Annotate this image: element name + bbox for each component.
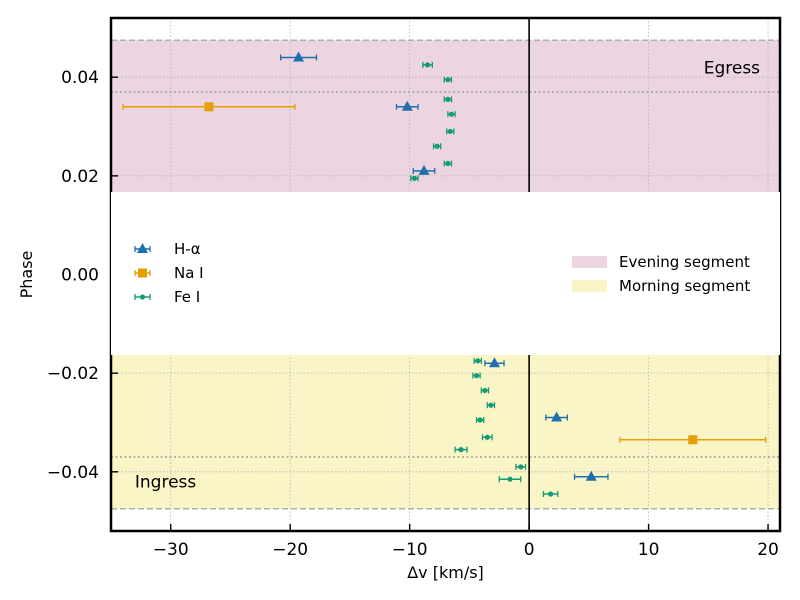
legend-item: Na I bbox=[134, 264, 204, 282]
data-point bbox=[432, 143, 442, 150]
marker-triangle bbox=[488, 357, 500, 368]
marker-circle bbox=[507, 476, 513, 482]
data-point bbox=[498, 476, 522, 483]
legend-item: H-α bbox=[134, 240, 201, 258]
data-point bbox=[446, 128, 455, 135]
legend-label: Na I bbox=[174, 264, 204, 282]
data-point bbox=[422, 61, 434, 68]
legend-marker-square bbox=[138, 268, 147, 278]
data-point bbox=[484, 357, 505, 368]
data-point bbox=[412, 164, 436, 175]
marker-circle bbox=[477, 417, 483, 423]
annotations: Egress Ingress bbox=[135, 58, 760, 492]
annotation-egress: Egress bbox=[704, 58, 760, 78]
data-point bbox=[475, 417, 485, 424]
data-point bbox=[443, 160, 453, 167]
legend-swatch bbox=[572, 280, 607, 292]
data-point bbox=[619, 435, 767, 445]
legend-item: Fe I bbox=[134, 288, 200, 306]
data-series bbox=[122, 51, 767, 498]
legend-label: Morning segment bbox=[619, 277, 750, 295]
marker-circle bbox=[448, 111, 455, 117]
marker-triangle bbox=[401, 100, 413, 111]
marker-circle bbox=[518, 464, 524, 470]
axis-ticks: −30 −20 −10 0 10 20 −0.04 −0.02 0.00 0.02 0.04 bbox=[47, 68, 779, 560]
y-tick-label: −0.04 bbox=[47, 463, 99, 483]
data-point bbox=[122, 102, 296, 112]
marker-triangle bbox=[293, 51, 305, 62]
data-point bbox=[443, 76, 453, 83]
data-point bbox=[454, 446, 468, 453]
y-tick-label: 0.02 bbox=[61, 167, 99, 187]
legend-label: Evening segment bbox=[619, 253, 750, 271]
marker-circle bbox=[473, 373, 480, 379]
marker-square bbox=[688, 435, 698, 445]
data-point bbox=[447, 111, 456, 118]
annotation-ingress: Ingress bbox=[135, 473, 197, 493]
legend-swatch bbox=[572, 256, 607, 268]
y-tick-label: 0.04 bbox=[61, 68, 99, 88]
legend-marker-circle bbox=[139, 294, 146, 300]
marker-circle bbox=[445, 96, 451, 102]
data-point bbox=[395, 100, 419, 111]
y-tick-label: 0.00 bbox=[61, 266, 99, 286]
y-tick-label: −0.02 bbox=[47, 364, 99, 384]
data-point bbox=[515, 463, 527, 470]
marker-circle bbox=[424, 62, 431, 68]
data-point bbox=[542, 491, 559, 498]
series-fe-i bbox=[410, 61, 559, 498]
legend-item: Morning segment bbox=[572, 277, 750, 295]
marker-circle bbox=[458, 447, 464, 453]
data-point bbox=[472, 372, 481, 379]
marker-circle bbox=[482, 387, 488, 394]
legend-label: Fe I bbox=[174, 288, 200, 306]
marker-triangle bbox=[418, 164, 430, 175]
x-tick-label: −10 bbox=[392, 540, 428, 560]
data-point bbox=[573, 470, 609, 481]
x-tick-label: 0 bbox=[524, 540, 535, 560]
data-point bbox=[481, 434, 493, 441]
x-tick-label: 10 bbox=[638, 540, 660, 560]
series-h- bbox=[279, 51, 609, 481]
marker-circle bbox=[488, 402, 494, 408]
marker-triangle bbox=[585, 470, 597, 481]
series-na-i bbox=[122, 102, 767, 445]
y-axis-label: Phase bbox=[17, 251, 36, 299]
marker-circle bbox=[475, 358, 481, 364]
data-point bbox=[279, 51, 318, 62]
x-tick-label: −20 bbox=[272, 540, 308, 560]
legend-item: Evening segment bbox=[572, 253, 750, 271]
x-tick-label: −30 bbox=[153, 540, 189, 560]
data-point bbox=[443, 96, 453, 103]
marker-circle bbox=[484, 434, 490, 440]
legend-marker-triangle bbox=[137, 243, 148, 253]
legend: H-α Na I Fe I Evening segment Morning segmen… bbox=[111, 192, 780, 355]
data-point bbox=[410, 175, 419, 182]
x-axis-label: Δv [km/s] bbox=[407, 563, 484, 582]
data-point bbox=[486, 402, 496, 409]
marker-triangle bbox=[551, 411, 563, 422]
marker-circle bbox=[447, 128, 453, 135]
marker-square bbox=[204, 102, 214, 112]
marker-circle bbox=[548, 491, 554, 497]
x-tick-label: 20 bbox=[757, 540, 779, 560]
legend-label: H-α bbox=[174, 240, 201, 258]
data-point bbox=[545, 411, 569, 422]
data-point bbox=[473, 357, 482, 364]
data-point bbox=[480, 387, 490, 394]
legend-box bbox=[111, 192, 780, 355]
marker-circle bbox=[445, 77, 451, 83]
marker-circle bbox=[434, 143, 440, 149]
marker-circle bbox=[445, 160, 451, 167]
marker-circle bbox=[411, 175, 418, 181]
